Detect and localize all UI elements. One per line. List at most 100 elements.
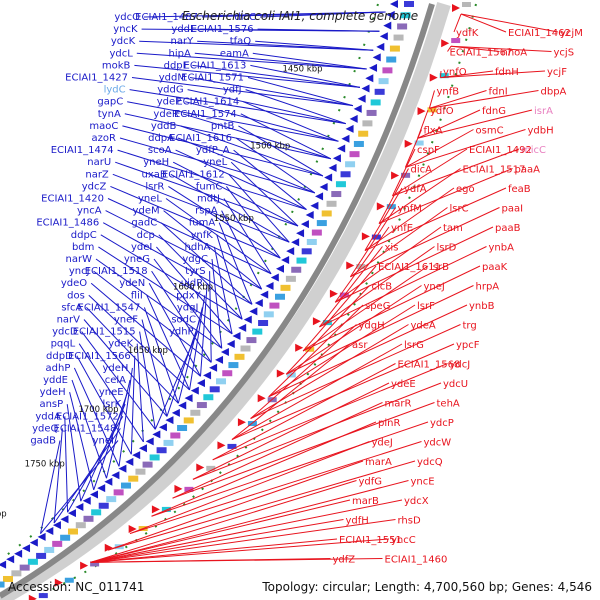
minus-strand-arrow	[319, 182, 328, 191]
gene-label: fumC	[196, 181, 223, 192]
gene-label: micC	[521, 145, 546, 156]
inner-feature-block	[263, 311, 274, 318]
gene-label: narY	[171, 36, 195, 47]
gene-label: ynfM	[398, 204, 422, 215]
gene-label: ECIAI1_1616	[169, 133, 232, 144]
plus-strand-arrow	[417, 107, 426, 116]
outer-feature-block	[451, 38, 461, 44]
plus-strand-gene-labels: ycjM ycjS ycjF dbpA isrA ydbH micC paaA feaB paaI…	[333, 28, 583, 566]
gene-label: hdhA	[185, 242, 211, 253]
inner-feature-block	[358, 130, 369, 137]
gene-label: yncE	[411, 477, 435, 488]
minus-strand-callout-line	[154, 331, 199, 430]
gene-label: ydeH	[102, 363, 128, 374]
gene-label: ansP	[39, 399, 63, 410]
minus-strand-callout-line	[73, 367, 120, 467]
inner-feature-block	[378, 78, 389, 85]
minus-strand-callout-line	[64, 416, 69, 513]
inner-feature-block	[366, 109, 377, 116]
minus-strand-callout-line	[243, 101, 339, 142]
plus-strand-callout-line	[350, 207, 448, 278]
gene-label: ydfO	[430, 106, 454, 117]
plus-strand-callout-line	[429, 90, 487, 109]
gene-label: ydeR	[153, 109, 178, 120]
inner-feature-block	[216, 378, 227, 385]
plus-strand-arrow	[54, 578, 63, 587]
minus-strand-arrow	[118, 464, 127, 473]
plus-strand-callout-line	[417, 109, 481, 139]
gene-label: ECIAI1_1571	[181, 73, 244, 84]
gene-label: hrpA	[476, 282, 500, 293]
minus-strand-callout-line	[53, 428, 63, 524]
minus-strand-arrow	[232, 332, 241, 340]
gene-label: yneE	[99, 387, 124, 398]
minus-strand-callout-line	[189, 295, 206, 391]
gene-label: yneJ	[424, 282, 445, 293]
plus-strand-arrow	[104, 543, 113, 552]
minus-strand-arrow	[196, 379, 205, 388]
plus-strand-callout-line	[250, 324, 461, 419]
gene-label: trg	[463, 321, 477, 332]
gene-label: ydcJ	[450, 360, 471, 371]
minus-strand-callout-line	[100, 234, 243, 320]
minus-strand-arrow	[89, 490, 98, 499]
minus-strand-arrow	[310, 201, 319, 210]
plus-strand-arrow	[276, 369, 285, 378]
gene-label: ECIAI1_1518	[85, 266, 148, 277]
minus-strand-callout-line	[235, 137, 316, 194]
gene-label: yneL	[203, 157, 227, 168]
gene-label: yncC	[391, 535, 416, 546]
minus-strand-callout-line	[177, 137, 315, 194]
minus-strand-arrow	[60, 515, 69, 524]
gene-label: yddA	[35, 411, 61, 422]
minus-strand-arrow	[171, 408, 180, 417]
inner-feature-block	[113, 489, 124, 496]
inner-feature-block	[36, 552, 47, 559]
plus-strand-arrow	[237, 418, 246, 427]
minus-strand-gene-labels: ydcOyncKydcKydcLmokBECIAI1_1427lydCgapCt…	[30, 12, 256, 447]
minus-strand-arrow	[125, 457, 134, 466]
gene-label: ECIAI1_1420	[41, 194, 104, 205]
minus-strand-arrow	[286, 247, 295, 256]
minus-strand-callout-line	[129, 89, 346, 125]
minus-strand-arrow	[390, 0, 398, 8]
inner-feature-block	[252, 328, 263, 335]
feature-tracks	[0, 0, 471, 600]
inner-feature-block	[190, 409, 201, 416]
gene-label: ydcQ	[417, 457, 443, 468]
outer-feature-block	[184, 486, 194, 492]
gene-label: lsrK	[103, 399, 122, 410]
minus-strand-arrow	[337, 144, 346, 153]
minus-strand-callout-line	[131, 77, 354, 107]
gene-label: ECIAI1_1462	[508, 28, 571, 39]
gene-label: ECIAI1_1427	[65, 73, 128, 84]
gene-label: scoA	[148, 145, 172, 156]
inner-feature-block	[120, 482, 131, 489]
plus-strand-arrow	[128, 525, 137, 534]
minus-strand-arrow	[372, 53, 381, 62]
minus-strand-callout-line	[240, 113, 331, 160]
plus-strand-callout-line	[268, 304, 364, 398]
minus-strand-arrow	[265, 282, 274, 291]
outer-feature-block	[90, 561, 100, 567]
minus-strand-callout-line	[216, 234, 243, 320]
minus-strand-arrow	[138, 444, 147, 453]
inner-feature-block	[52, 540, 63, 547]
inner-feature-block	[2, 575, 13, 582]
minus-strand-callout-line	[189, 77, 354, 107]
plus-strand-callout-line	[392, 148, 468, 197]
gene-label: ydcP	[430, 418, 454, 429]
minus-strand-arrow	[379, 32, 388, 41]
plus-strand-callout-line	[231, 343, 403, 440]
minus-strand-callout-line	[197, 40, 374, 51]
plus-strand-arrow	[329, 289, 338, 298]
plus-strand-callout-line	[429, 90, 539, 109]
gene-label: ydeE	[391, 379, 416, 390]
minus-strand-callout-line	[172, 161, 299, 227]
minus-strand-arrow	[97, 484, 106, 493]
minus-strand-callout-line	[122, 125, 324, 177]
genome-backbone	[0, 3, 435, 599]
inner-feature-block	[75, 522, 86, 529]
gene-label: narV	[57, 315, 81, 326]
plus-strand-callout-line	[90, 538, 390, 563]
